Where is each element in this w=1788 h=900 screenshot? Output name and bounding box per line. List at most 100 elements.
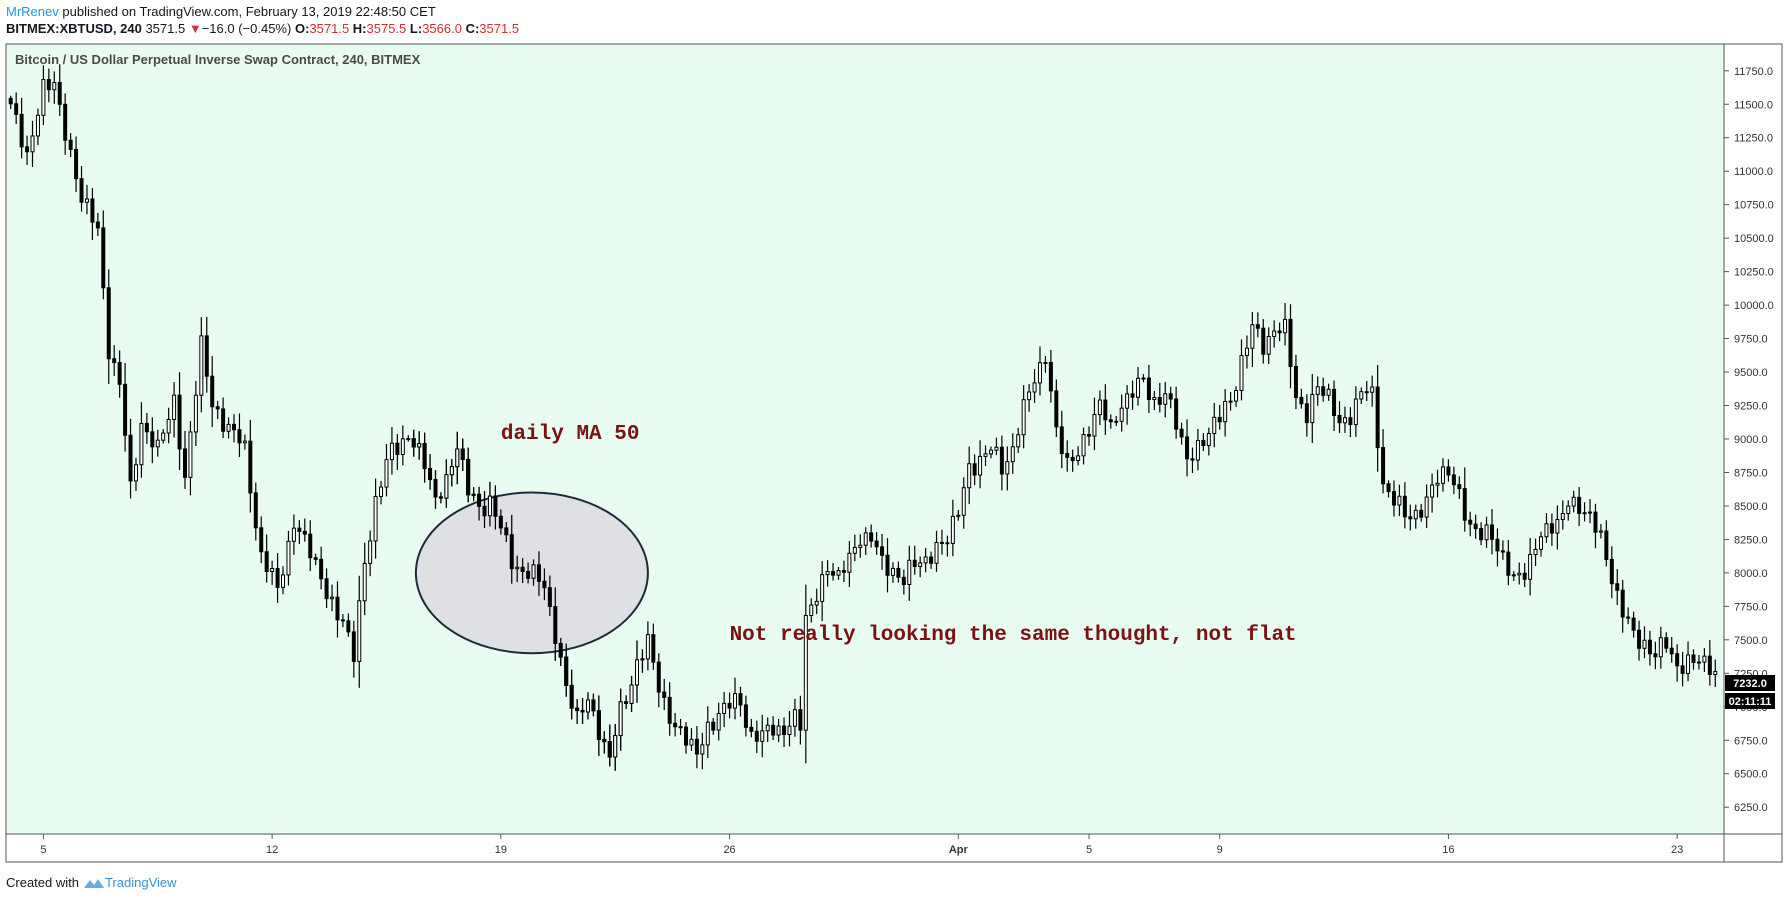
candle <box>1446 459 1451 482</box>
candle <box>580 698 585 724</box>
candle <box>542 568 547 601</box>
candle <box>1332 380 1337 432</box>
price-tick-label: 7750.0 <box>1734 601 1768 613</box>
time-axis-ticks: 5121926Apr59162327May7142128 <box>40 834 1683 856</box>
candle <box>782 717 787 747</box>
candle <box>106 269 111 384</box>
candle <box>449 458 454 487</box>
candle <box>302 518 307 542</box>
candle <box>330 584 335 612</box>
candle <box>487 481 492 527</box>
price-tick-label: 9250.0 <box>1734 401 1768 413</box>
candle <box>874 531 879 555</box>
candle <box>193 380 198 447</box>
candle <box>422 432 427 483</box>
candle <box>1440 458 1445 492</box>
author-link[interactable]: MrRenev <box>6 4 59 19</box>
candle <box>1577 487 1582 527</box>
candle <box>700 732 705 770</box>
candle <box>858 534 863 558</box>
candle <box>575 699 580 724</box>
candle <box>1097 390 1102 426</box>
candle <box>389 427 394 475</box>
candle <box>1136 366 1141 406</box>
candle <box>177 372 182 471</box>
candle <box>368 530 373 577</box>
candle <box>760 714 765 758</box>
candle <box>1190 447 1195 473</box>
price-tick-label: 6750.0 <box>1734 735 1768 747</box>
candle <box>1370 375 1375 407</box>
candle <box>1130 380 1135 410</box>
candle <box>340 614 345 628</box>
candle <box>1626 607 1631 625</box>
candle <box>1272 320 1277 348</box>
candle <box>836 567 841 580</box>
candle <box>498 509 503 535</box>
candle <box>1234 386 1239 407</box>
price-change: −16.0 (−0.45%) <box>201 21 292 36</box>
candle <box>379 480 384 505</box>
candle <box>1092 397 1097 451</box>
candle <box>232 414 237 443</box>
last-price-marker <box>1725 675 1775 691</box>
candle <box>1489 509 1494 555</box>
candle <box>684 722 689 754</box>
candle <box>825 560 830 587</box>
candle <box>1103 384 1108 435</box>
candle <box>1174 386 1179 439</box>
candle <box>1032 369 1037 403</box>
price-tick-label: 8250.0 <box>1734 534 1768 546</box>
price-axis-ticks: 11750.0 11500.0 11250.0 11000.0 10750.0 10500… <box>1724 66 1774 814</box>
candle <box>215 400 220 420</box>
time-tick-label: 5 <box>40 844 46 856</box>
candle <box>863 527 868 555</box>
candle <box>1539 531 1544 557</box>
tradingview-logo-icon <box>83 878 104 888</box>
candle <box>1283 303 1288 346</box>
candle <box>155 429 160 457</box>
candle <box>1658 626 1663 669</box>
candle <box>814 588 819 615</box>
candle <box>618 688 623 751</box>
candle <box>237 413 242 457</box>
candle <box>161 429 166 444</box>
candle <box>1713 659 1718 688</box>
tradingview-link[interactable]: TradingView <box>83 875 177 890</box>
low-value: 3566.0 <box>422 21 462 36</box>
candle <box>444 459 449 508</box>
candle <box>749 718 754 738</box>
candle <box>918 556 923 578</box>
published-text: published on TradingView.com, February 1… <box>62 4 436 19</box>
candle <box>912 545 917 575</box>
candle <box>84 184 89 215</box>
close-value: 3571.5 <box>479 21 520 36</box>
candle <box>1059 410 1064 469</box>
candle <box>1506 539 1511 586</box>
candle <box>798 695 803 745</box>
candle <box>651 623 656 670</box>
time-axis[interactable] <box>6 834 1782 862</box>
price-tick-label: 10500.0 <box>1734 233 1774 245</box>
open-value: 3571.5 <box>309 21 350 36</box>
chart-plot-area[interactable] <box>5 43 1725 835</box>
high-label: H: <box>352 21 367 36</box>
candle <box>139 402 144 478</box>
candle <box>275 553 280 603</box>
time-tick-label: 23 <box>1671 844 1683 856</box>
candle <box>291 514 296 555</box>
candle <box>585 692 590 720</box>
candle <box>569 669 574 720</box>
candle <box>133 457 138 491</box>
candle <box>406 435 411 442</box>
price-tick-label: 8000.0 <box>1734 568 1768 580</box>
candle <box>1397 484 1402 517</box>
candle <box>1495 528 1500 567</box>
candle <box>1511 571 1516 581</box>
candle <box>504 521 509 543</box>
time-tick-label: 26 <box>723 844 735 856</box>
candle <box>1609 546 1614 599</box>
candle <box>417 431 422 460</box>
candle <box>313 553 318 566</box>
